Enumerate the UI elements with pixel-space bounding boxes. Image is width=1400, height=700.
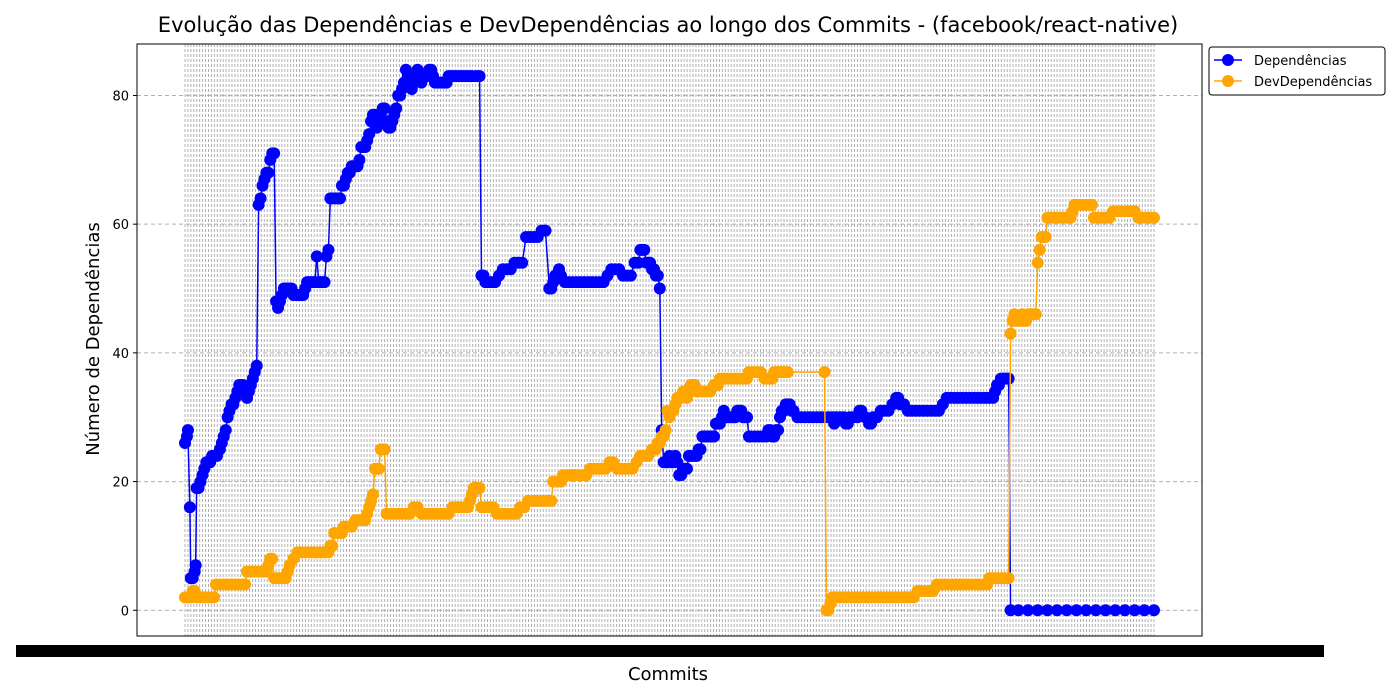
legend: Dependências DevDependências [1208,46,1386,96]
data-point [516,256,529,269]
data-point [1118,604,1131,617]
data-point [262,166,275,179]
data-point [818,366,831,379]
data-point [1138,604,1151,617]
series-layer [179,63,1160,617]
data-point [680,462,693,475]
data-point [378,102,391,115]
data-point [1128,604,1141,617]
y-tick-label: 0 [121,604,129,619]
data-point [1031,256,1044,269]
x-tick-label-band [16,645,1324,657]
data-point [1070,604,1083,617]
legend-label-devdependencias: DevDependências [1254,75,1372,90]
data-point [1039,231,1052,244]
x-axis-label: Commits [628,664,708,685]
data-point [326,539,339,552]
data-point [781,366,794,379]
data-point [1089,604,1102,617]
x-gridlines [184,44,1155,636]
data-point [1041,604,1054,617]
legend-box [1208,46,1386,96]
data-point [390,102,403,115]
data-point [219,424,232,437]
data-point [268,147,281,160]
data-point [1148,604,1160,617]
y-tick-label: 40 [112,347,129,362]
data-point [1051,604,1064,617]
data-point [1099,604,1112,617]
data-point [353,153,366,166]
data-point [624,269,637,282]
data-point [473,482,486,494]
data-point [1012,604,1025,617]
data-point [322,243,335,256]
data-point [378,443,391,456]
data-point [659,424,672,437]
series-devdependencias [179,198,1160,617]
data-point [1109,604,1122,617]
y-tick-label: 20 [112,476,129,491]
series-dependencias [179,63,1160,617]
data-point [1033,243,1046,256]
legend-label-dependencias: Dependências [1254,54,1347,69]
data-point [772,424,785,437]
data-point [694,443,707,456]
legend-marker-devdependencias [1222,75,1234,87]
data-point [1002,372,1015,385]
legend-marker-dependencias [1222,54,1234,66]
plot-area-frame [136,43,1203,637]
data-point [266,552,279,565]
data-point [189,559,202,572]
data-point [1085,198,1098,211]
data-point [539,224,552,237]
data-point [1004,327,1017,340]
data-point [208,591,221,604]
data-point [1002,572,1015,585]
data-point [1029,308,1042,321]
data-point [366,488,379,501]
data-point [1060,604,1073,617]
chart-title: Evolução das Dependências e DevDependênc… [158,13,1178,37]
data-point [254,192,267,205]
data-point [1031,604,1044,617]
data-point [741,411,754,424]
data-point [638,243,651,256]
data-point [651,269,664,282]
data-point [183,501,196,514]
y-axis-label: Número de Dependências [83,222,104,456]
data-point [545,494,558,507]
data-point [239,578,252,591]
y-tick-label: 80 [112,89,129,104]
data-point [181,424,194,437]
y-axis: 0 20 40 60 80 [112,89,137,619]
data-point [334,192,347,205]
x-gridline-bundle [184,44,1155,636]
data-point [708,430,721,443]
data-point [1080,604,1093,617]
y-gridlines [137,94,1202,611]
data-point [473,70,486,83]
data-point [653,282,666,295]
data-point [250,359,263,372]
y-tick-label: 60 [112,218,129,233]
data-point [1022,604,1035,617]
data-point [310,250,323,263]
data-point [372,462,385,475]
data-point [318,276,331,289]
data-point [1148,211,1160,224]
